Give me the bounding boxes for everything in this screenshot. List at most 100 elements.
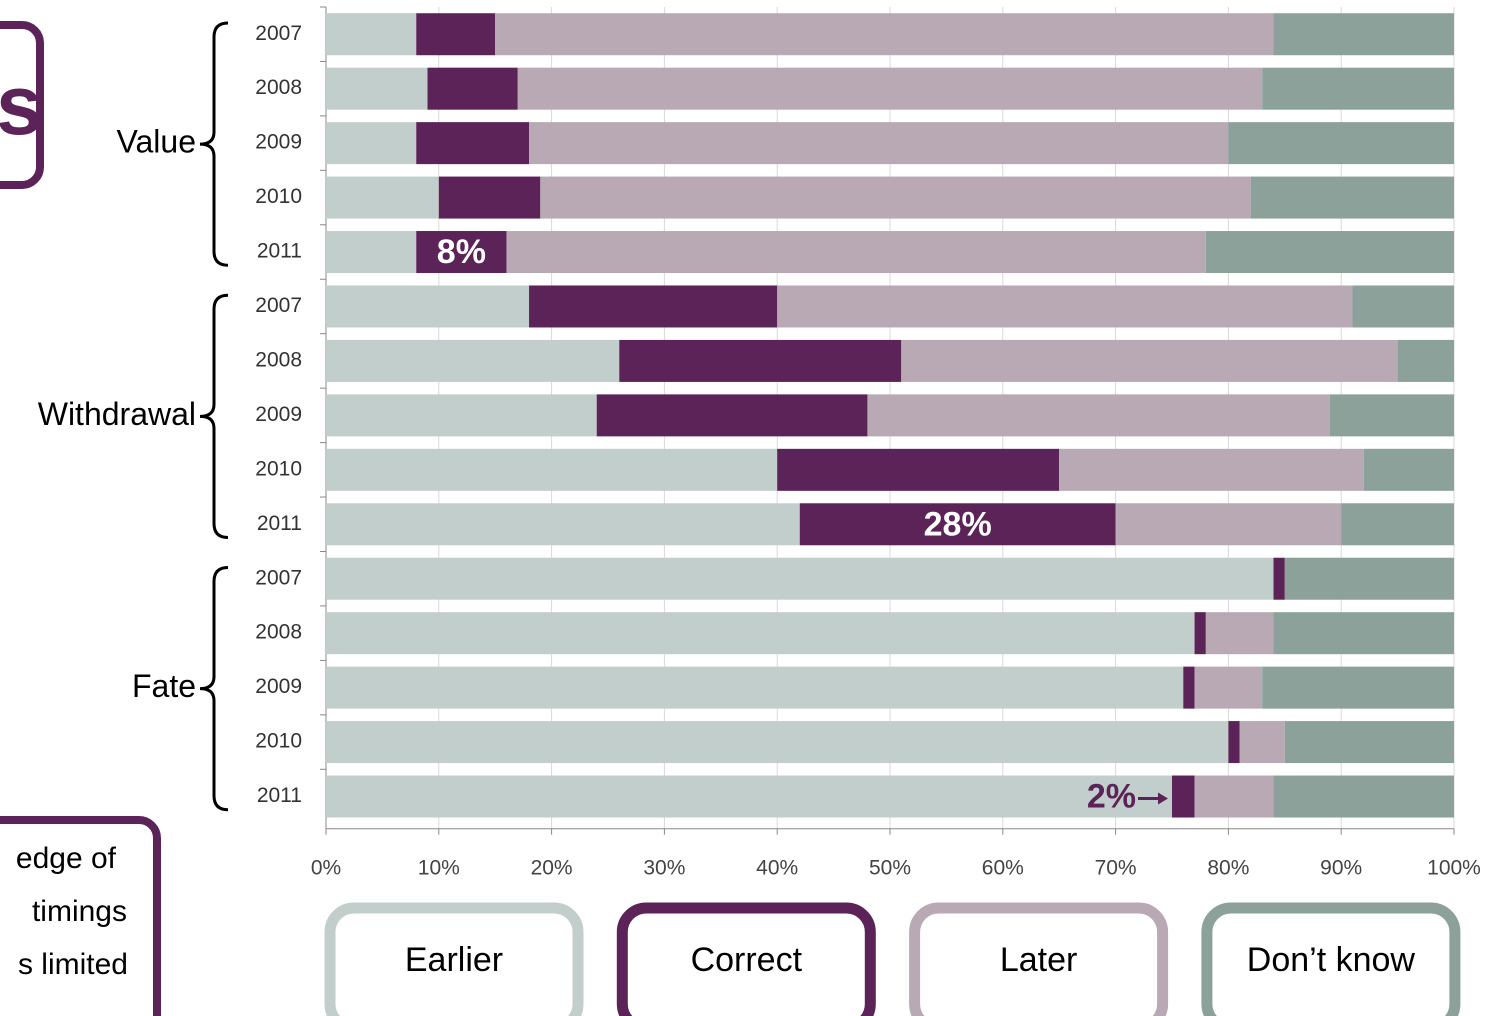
bar-segment — [1115, 503, 1342, 546]
bar-segment — [1262, 666, 1454, 709]
bar-segment — [1273, 775, 1454, 818]
bar-segment — [1194, 666, 1263, 709]
bar-segment — [1284, 557, 1454, 600]
bar-segment — [1183, 666, 1195, 709]
bar-segment — [1284, 721, 1454, 764]
bar-segment — [1228, 721, 1240, 764]
y-tick-label: 2008 — [255, 348, 302, 371]
group-brace — [199, 21, 229, 267]
bar-segment — [1262, 67, 1454, 110]
bar-segment — [1329, 394, 1454, 437]
bar-segment — [517, 67, 1263, 110]
bar-segment — [1194, 612, 1206, 655]
bar-segment — [799, 503, 1116, 546]
data-label: 2% — [1087, 778, 1136, 816]
y-tick-label: 2011 — [257, 784, 302, 807]
bar-segment — [326, 176, 439, 219]
y-tick-label: 2011 — [257, 512, 302, 535]
x-tick-label: 40% — [756, 856, 798, 879]
bar-segment — [529, 285, 778, 328]
x-tick-label: 80% — [1207, 856, 1249, 879]
bar-segment — [326, 557, 1274, 600]
bar-segment — [416, 122, 530, 165]
y-tick-label: 2008 — [255, 76, 302, 99]
bar-segment — [1250, 176, 1454, 219]
y-tick-label: 2007 — [255, 22, 302, 45]
x-tick-label: 20% — [531, 856, 573, 879]
legend-label: Correct — [691, 941, 803, 979]
bar-segment — [416, 13, 496, 56]
bar-segment — [1205, 231, 1454, 274]
bar-segment — [1194, 775, 1274, 818]
legend-box — [909, 902, 1169, 1016]
y-tick-label: 2011 — [257, 240, 302, 263]
bar-segment — [867, 394, 1330, 437]
legend-label: Earlier — [405, 941, 503, 979]
x-tick-label: 60% — [982, 856, 1024, 879]
data-label: 28% — [924, 505, 992, 543]
y-tick-label: 2010 — [255, 185, 302, 208]
legend-box — [616, 902, 876, 1016]
bar-segment — [427, 67, 518, 110]
bar-segment — [326, 13, 417, 56]
bar-segment — [1228, 122, 1454, 165]
bar-segment — [1172, 775, 1195, 818]
side-note: timings — [32, 895, 127, 928]
bar-segment — [495, 13, 1274, 56]
group-label: Withdrawal — [38, 396, 196, 432]
group-label: Fate — [132, 668, 196, 704]
side-note: edge of — [16, 842, 117, 875]
x-tick-label: 30% — [643, 856, 685, 879]
y-tick-label: 2009 — [255, 675, 302, 698]
legend-label: Don’t know — [1247, 941, 1416, 979]
y-tick-label: 2007 — [255, 566, 302, 589]
bar-segment — [1273, 13, 1454, 56]
legend-box — [324, 902, 584, 1016]
data-label: 8% — [437, 233, 486, 271]
bar-segment — [1273, 557, 1285, 600]
bar-segment — [1239, 721, 1285, 764]
bar-segment — [901, 339, 1398, 382]
bar-segment — [777, 285, 1353, 328]
bar-segment — [326, 503, 800, 546]
bar-segment — [416, 231, 507, 274]
bar-segment — [1059, 448, 1364, 491]
bar-segment — [438, 176, 541, 219]
bar-segment — [596, 394, 868, 437]
corner-box — [0, 21, 44, 189]
side-note: s limited — [18, 948, 128, 981]
y-tick-label: 2007 — [255, 294, 302, 317]
bar-segment — [326, 339, 620, 382]
bar-segment — [1273, 612, 1454, 655]
bar-segment — [326, 231, 417, 274]
y-tick-label: 2009 — [255, 403, 302, 426]
y-tick-label: 2008 — [255, 621, 302, 644]
corner-note: s — [0, 58, 43, 152]
bar-segment — [1341, 503, 1454, 546]
x-tick-label: 10% — [418, 856, 460, 879]
group-brace — [199, 566, 229, 812]
bar-segment — [326, 285, 530, 328]
side-box — [0, 816, 161, 1016]
bar-segment — [326, 67, 428, 110]
bar-segment — [1397, 339, 1454, 382]
bar-segment — [1205, 612, 1274, 655]
legend-label: Later — [1000, 941, 1078, 979]
bar-segment — [1363, 448, 1454, 491]
y-tick-label: 2009 — [255, 131, 302, 154]
x-tick-label: 50% — [869, 856, 911, 879]
bar-segment — [1352, 285, 1454, 328]
bar-segment — [326, 448, 778, 491]
label-arrowhead — [1158, 792, 1168, 805]
group-label: Value — [117, 124, 196, 160]
bar-segment — [326, 666, 1184, 709]
x-tick-label: 0% — [311, 856, 341, 879]
legend-box — [1201, 902, 1461, 1016]
bar-segment — [506, 231, 1206, 274]
bar-segment — [619, 339, 902, 382]
bar-segment — [326, 775, 1172, 818]
bar-segment — [529, 122, 1229, 165]
x-tick-label: 100% — [1427, 856, 1481, 879]
bar-segment — [326, 394, 597, 437]
